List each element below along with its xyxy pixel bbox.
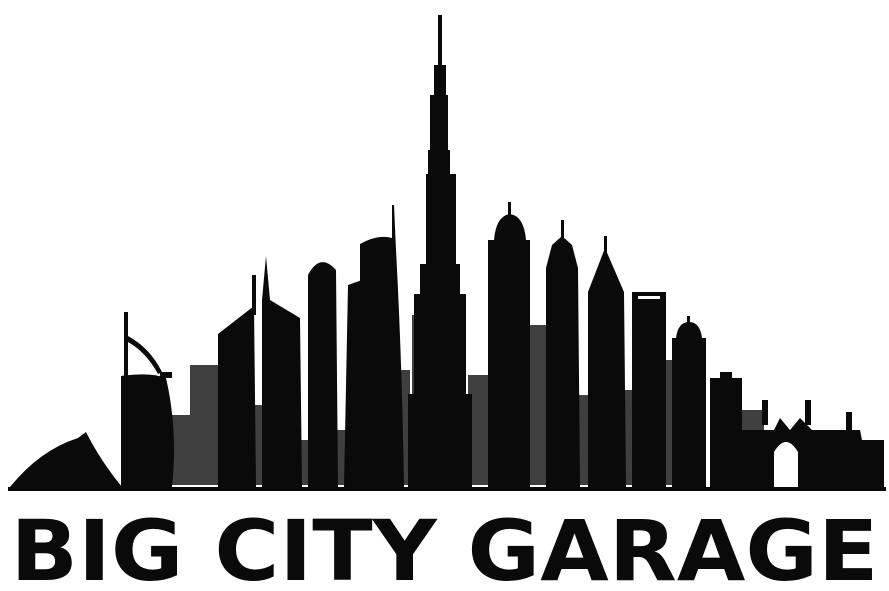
brand-wordmark: BIG CITY GARAGE bbox=[11, 502, 879, 591]
brand-name: BIG CITY GARAGE bbox=[11, 502, 879, 591]
city-skyline-illustration bbox=[8, 15, 886, 491]
ground-line bbox=[8, 487, 886, 491]
foreground-buildings bbox=[10, 15, 884, 487]
